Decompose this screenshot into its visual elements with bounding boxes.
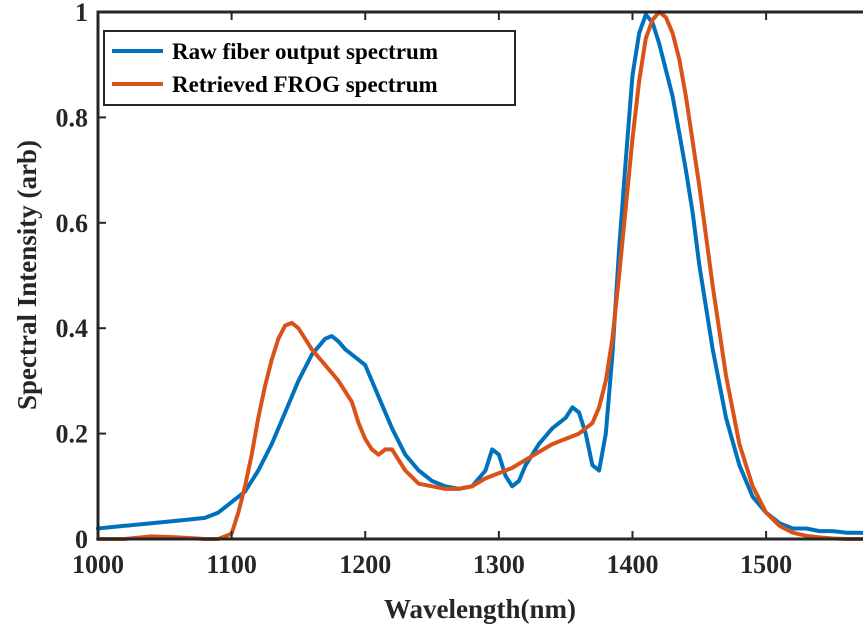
- series-layer: [96, 10, 863, 541]
- y-axis-label: Spectral Intensity (arb): [12, 140, 42, 410]
- series-line-2: [96, 10, 863, 541]
- y-tick-label: 1: [75, 0, 88, 27]
- legend-box: [103, 30, 516, 106]
- y-tick-label: 0.4: [56, 314, 89, 343]
- y-tick-label: 0.2: [56, 420, 89, 449]
- axes-box: [96, 10, 863, 541]
- x-axis-label: Wavelength(nm): [384, 594, 576, 624]
- legend: Raw fiber output spectrum Retrieved FROG …: [103, 30, 516, 106]
- y-tick-label: 0.6: [56, 209, 89, 238]
- x-tick-label: 1200: [339, 550, 391, 579]
- y-tick-label: 0.8: [56, 103, 89, 132]
- x-tick-label: 1300: [473, 550, 525, 579]
- legend-label-2: Retrieved FROG spectrum: [172, 72, 438, 97]
- x-tick-label: 1400: [606, 550, 658, 579]
- x-tick-label: 1500: [740, 550, 792, 579]
- y-tick-label: 0: [75, 525, 88, 554]
- axes-layer: 1000 1100 1200 1300 1400 1500 0 0.2 0.4 0.6 0.8 1: [56, 0, 863, 579]
- x-tick-label: 1100: [206, 550, 257, 579]
- x-tick-label: 1000: [72, 550, 124, 579]
- legend-label-1: Raw fiber output spectrum: [172, 39, 438, 64]
